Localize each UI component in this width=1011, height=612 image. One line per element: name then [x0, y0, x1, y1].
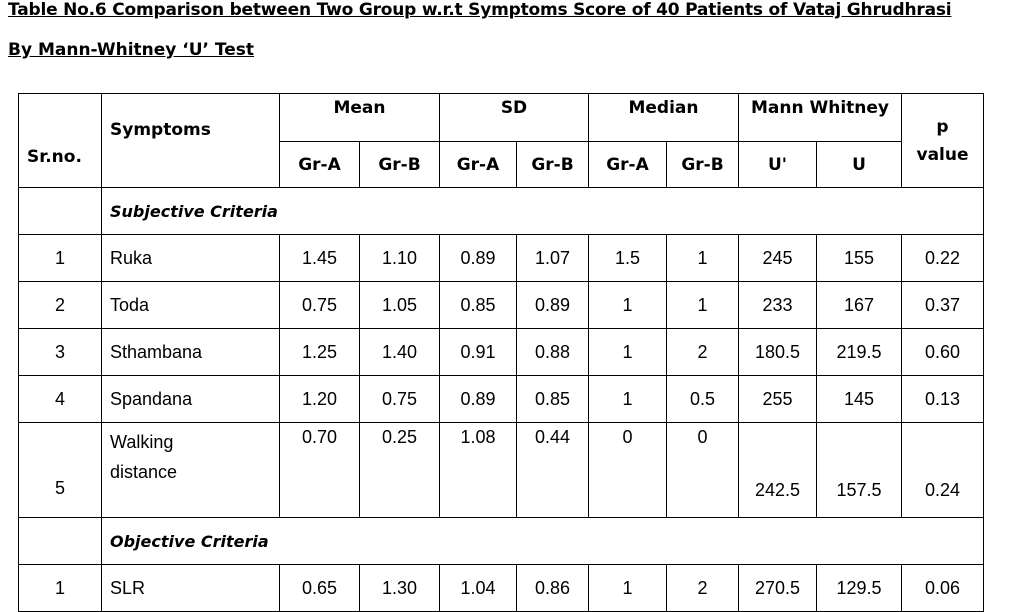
cell-symptom-line2: distance: [110, 462, 178, 482]
cell-mean-gr-b: 1.05: [359, 281, 440, 329]
cell-median-gr-b: 0.5: [666, 375, 739, 423]
cell-symptom: SLR: [101, 564, 280, 612]
cell-mean-gr-b: 0.25: [359, 422, 440, 518]
header-sd: SD: [439, 93, 589, 142]
table-row: 1 Ruka 1.45 1.10 0.89 1.07 1.5 1 245 155…: [18, 234, 984, 282]
cell-u: 167: [816, 281, 902, 329]
header-row-sub: Gr-A Gr-B Gr-A Gr-B Gr-A Gr-B U' U: [19, 141, 984, 188]
section-row-subjective: Subjective Criteria: [18, 187, 984, 235]
cell-srno: 4: [18, 375, 102, 423]
header-u-prime: U': [738, 141, 817, 188]
cell-srno: 5: [18, 422, 102, 518]
header-p-value: p value: [901, 93, 984, 188]
cell-mean-gr-a: 0.70: [279, 422, 360, 518]
header-sd-gr-b: Gr-B: [516, 141, 589, 188]
cell-sd-gr-b: 1.07: [516, 234, 589, 282]
table-row: 2 Toda 0.75 1.05 0.85 0.89 1 1 233 167 0…: [18, 281, 984, 329]
cell-median-gr-a: 1: [588, 281, 667, 329]
cell-sd-gr-a: 0.91: [439, 328, 517, 376]
header-sd-gr-a: Gr-A: [439, 141, 517, 188]
cell-symptom: Spandana: [101, 375, 280, 423]
cell-mean-gr-a: 0.75: [279, 281, 360, 329]
cell-sd-gr-a: 0.85: [439, 281, 517, 329]
cell-median-gr-b: 2: [666, 564, 739, 612]
cell-mean-gr-a: 1.25: [279, 328, 360, 376]
cell-mean-gr-b: 0.75: [359, 375, 440, 423]
cell-sd-gr-a: 0.89: [439, 375, 517, 423]
cell-mean-gr-b: 1.30: [359, 564, 440, 612]
cell-symptom: Toda: [101, 281, 280, 329]
cell-u: 145: [816, 375, 902, 423]
cell-p-value: 0.06: [901, 564, 984, 612]
header-median: Median: [588, 93, 739, 142]
cell-median-gr-b: 1: [666, 281, 739, 329]
cell-sd-gr-b: 0.85: [516, 375, 589, 423]
table-row: 3 Sthambana 1.25 1.40 0.91 0.88 1 2 180.…: [18, 328, 984, 376]
cell-symptom: Walking distance: [101, 422, 280, 518]
header-row-top: Sr.no. Symptoms Mean SD Median Mann Whit…: [18, 93, 984, 188]
cell-sd-gr-a: 1.04: [439, 564, 517, 612]
cell-p-value: 0.22: [901, 234, 984, 282]
cell-symptom: Ruka: [101, 234, 280, 282]
table-title: Table No.6 Comparison between Two Group …: [8, 0, 952, 20]
cell-symptom: Sthambana: [101, 328, 280, 376]
cell-p-value: 0.13: [901, 375, 984, 423]
cell-srno: 2: [18, 281, 102, 329]
table-row: 1 SLR 0.65 1.30 1.04 0.86 1 2 270.5 129.…: [18, 564, 984, 612]
header-mean-gr-a: Gr-A: [279, 141, 360, 188]
table-row: 4 Spandana 1.20 0.75 0.89 0.85 1 0.5 255…: [18, 375, 984, 423]
cell-u-prime: 242.5: [738, 422, 817, 518]
header-median-gr-b: Gr-B: [666, 141, 739, 188]
cell-u-prime: 245: [738, 234, 817, 282]
cell-u-prime: 180.5: [738, 328, 817, 376]
cell-u: 129.5: [816, 564, 902, 612]
header-mann-whitney: Mann Whitney: [738, 93, 902, 142]
header-symptoms: Symptoms: [101, 93, 280, 188]
cell-p-value: 0.37: [901, 281, 984, 329]
cell-srno: 1: [18, 564, 102, 612]
cell-median-gr-b: 2: [666, 328, 739, 376]
cell-u-prime: 270.5: [738, 564, 817, 612]
header-u: U: [816, 141, 902, 188]
cell-srno: 3: [18, 328, 102, 376]
cell-median-gr-a: 1: [588, 328, 667, 376]
cell-median-gr-a: 1: [588, 564, 667, 612]
cell-median-gr-b: 0: [666, 422, 739, 518]
cell-u-prime: 233: [738, 281, 817, 329]
cell-median-gr-a: 0: [588, 422, 667, 518]
cell-sd-gr-b: 0.89: [516, 281, 589, 329]
section-label-subjective: Subjective Criteria: [101, 187, 984, 235]
cell-mean-gr-a: 0.65: [279, 564, 360, 612]
cell-p-value: 0.24: [901, 422, 984, 518]
cell-u: 157.5: [816, 422, 902, 518]
cell-u: 155: [816, 234, 902, 282]
cell-u-prime: 255: [738, 375, 817, 423]
cell-sd-gr-a: 1.08: [439, 422, 517, 518]
cell-sd-gr-b: 0.86: [516, 564, 589, 612]
cell-mean-gr-a: 1.45: [279, 234, 360, 282]
comparison-table: Sr.no. Symptoms Mean SD Median Mann Whit…: [18, 93, 984, 612]
cell-mean-gr-b: 1.10: [359, 234, 440, 282]
cell-mean-gr-b: 1.40: [359, 328, 440, 376]
cell-u: 219.5: [816, 328, 902, 376]
cell-mean-gr-a: 1.20: [279, 375, 360, 423]
cell-symptom-line1: Walking: [110, 432, 174, 452]
cell-srno: 1: [18, 234, 102, 282]
cell-median-gr-b: 1: [666, 234, 739, 282]
header-mean: Mean: [279, 93, 440, 142]
section-row-objective: Objective Criteria: [18, 517, 984, 565]
header-mean-gr-b: Gr-B: [359, 141, 440, 188]
table-subtitle: By Mann-Whitney ‘U’ Test: [8, 40, 255, 60]
cell-median-gr-a: 1: [588, 375, 667, 423]
cell-sd-gr-b: 0.44: [516, 422, 589, 518]
cell-sd-gr-b: 0.88: [516, 328, 589, 376]
cell-median-gr-a: 1.5: [588, 234, 667, 282]
cell-p-value: 0.60: [901, 328, 984, 376]
header-srno: Sr.no.: [18, 93, 102, 188]
table-row: 5 Walking distance 0.70 0.25 1.08 0.44 0…: [18, 422, 984, 518]
section-label-objective: Objective Criteria: [101, 517, 984, 565]
header-median-gr-a: Gr-A: [588, 141, 667, 188]
cell-sd-gr-a: 0.89: [439, 234, 517, 282]
